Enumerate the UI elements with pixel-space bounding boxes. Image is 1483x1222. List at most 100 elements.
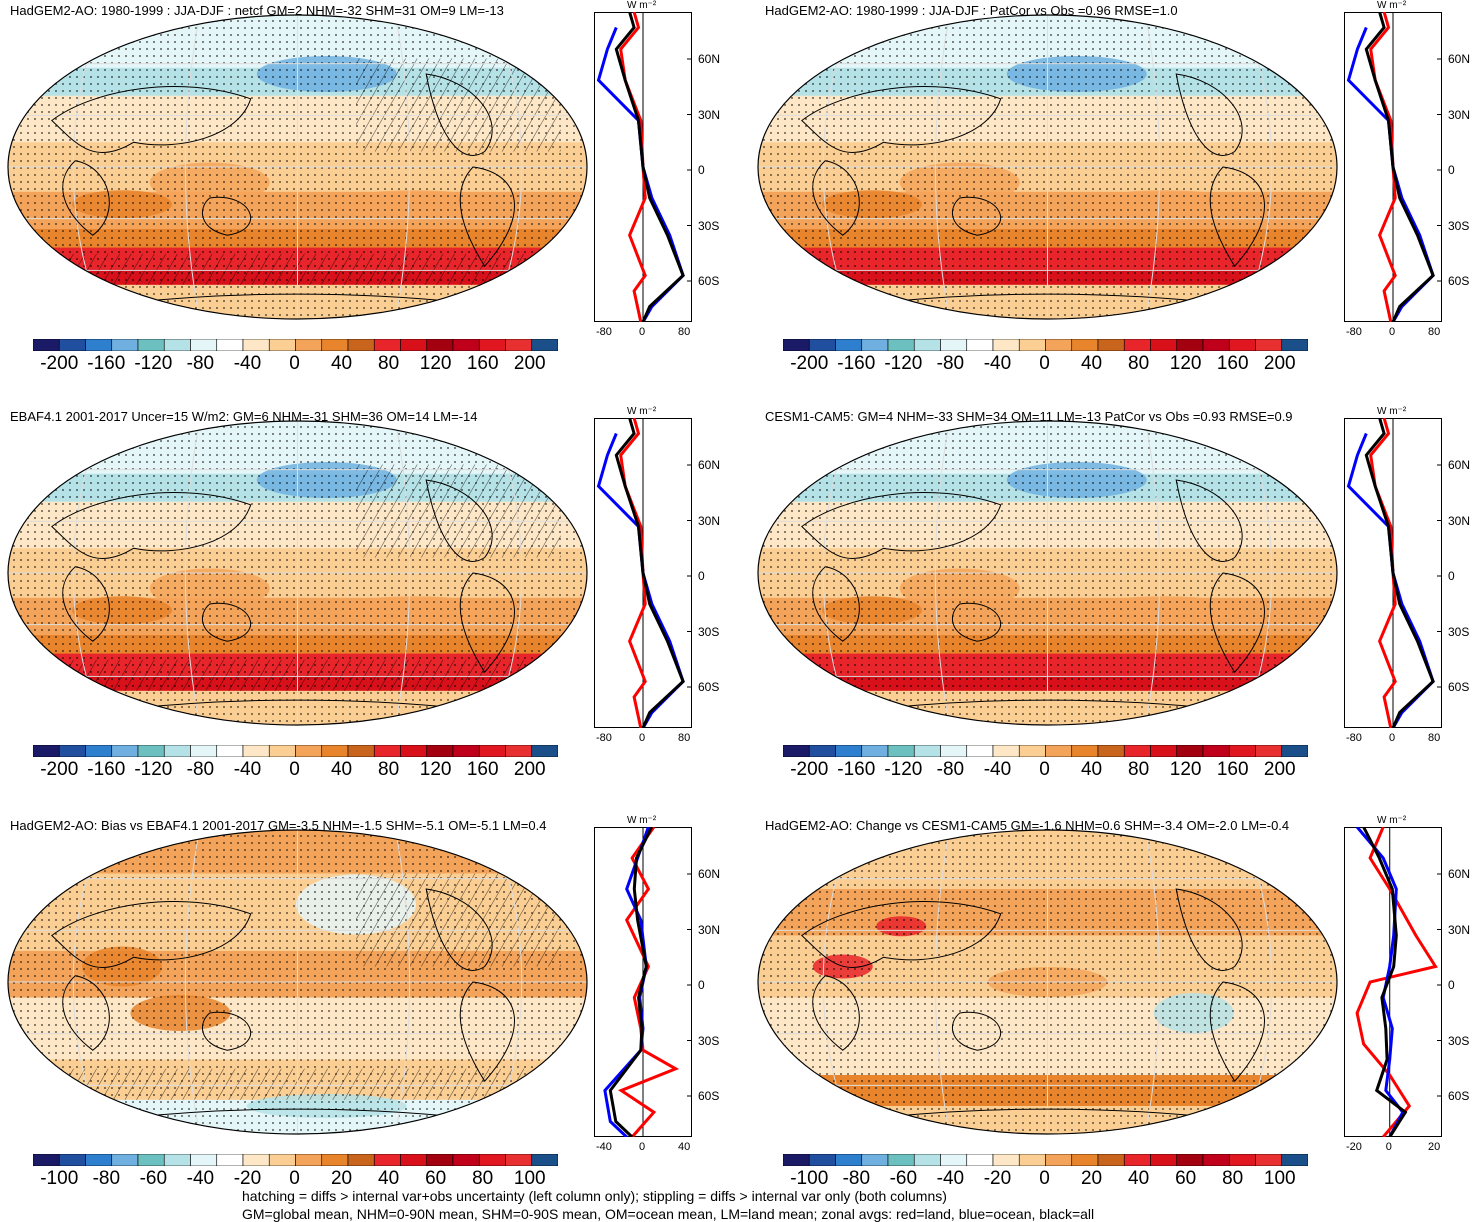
zonal-x-label: 0 [639,326,646,338]
zonal-x-label: 80 [678,732,691,744]
zonal-x-label: 0 [639,732,646,744]
colorbar [33,1154,558,1166]
unit-label: W m⁻² [627,0,657,11]
colorbar-tick-label: 20 [330,1168,353,1189]
colorbar-tick-label: 160 [1216,759,1249,780]
colorbar-tick-label: -120 [134,759,173,780]
colorbar-tick-label: -160 [837,353,876,374]
zonal-black-line [1362,827,1408,1137]
colorbar-tick-label: -40 [983,759,1012,780]
latitude-label: 60N [698,867,721,881]
latitude-label: 0 [1448,163,1455,177]
colorbar-tick-label: 0 [1039,353,1050,374]
panel-title: HadGEM2-AO: Bias vs EBAF4.1 2001-2017 GM… [10,818,547,833]
zonal-red-line [617,827,680,1137]
zonal-mean-plot [1344,12,1442,322]
colorbar-tick-label: -120 [884,759,923,780]
zonal-mean-plot [594,12,692,322]
colorbar-tick-label: 0 [1039,1168,1050,1189]
world-map [757,420,1338,726]
panel-title: HadGEM2-AO: 1980-1999 : JJA-DJF : netcf … [10,3,504,18]
colorbar-tick-label: 40 [1080,353,1103,374]
colorbar-tick-label: -80 [186,759,215,780]
colorbar-tick-label: -40 [983,353,1012,374]
colorbar-tick-label: 200 [513,759,546,780]
colorbar-tick-label: -200 [40,759,79,780]
latitude-label: 30N [1448,107,1471,122]
zonal-black-line [1364,12,1435,322]
colorbar-tick-label: -40 [186,1168,215,1189]
latitude-label: 30S [1448,1033,1470,1048]
colorbar-tick-label: 200 [1263,759,1296,780]
colorbar-tick-label: -100 [790,1168,829,1189]
colorbar [33,339,558,351]
colorbar-tick-label: 80 [472,1168,494,1189]
colorbar-tick-label: 120 [419,759,452,780]
colorbar-tick-label: 80 [1128,759,1150,780]
panel-title: HadGEM2-AO: Change vs CESM1-CAM5 GM=-1.6… [765,818,1290,833]
colorbar-tick-label: 120 [1169,353,1202,374]
colorbar-tick-label: 40 [330,759,353,780]
zonal-x-label: 0 [1385,1141,1392,1153]
colorbar-tick-label: 0 [1039,759,1050,780]
colorbar-tick-label: -160 [837,759,876,780]
latitude-label: 60N [1448,458,1471,472]
latitude-label: 30N [1448,513,1471,528]
colorbar-tick-label: -60 [889,1168,918,1189]
colorbar-tick-label: -200 [790,759,829,780]
zonal-x-label: 0 [1389,326,1396,338]
latitude-label: 60S [698,274,720,288]
colorbar-tick-label: 100 [513,1168,546,1189]
world-map [757,14,1338,320]
colorbar-tick-label: 60 [425,1168,447,1189]
colorbar-tick-label: -120 [884,353,923,374]
latitude-label: 0 [698,978,705,992]
zonal-mean-plot [594,418,692,728]
zonal-x-label: 80 [678,326,691,338]
colorbar-tick-label: -60 [139,1168,168,1189]
colorbar-tick-label: -160 [87,353,126,374]
world-map [7,14,588,320]
world-map [757,829,1338,1135]
zonal-x-label: 0 [639,1141,646,1153]
latitude-label: 60S [698,680,720,694]
colorbar-tick-label: 200 [1263,353,1296,374]
latitude-label: 30S [1448,218,1470,233]
world-map [7,420,588,726]
colorbar-tick-label: 100 [1263,1168,1296,1189]
unit-label: W m⁻² [627,406,657,417]
latitude-label: 30N [1448,922,1471,937]
colorbar-tick-label: -120 [134,353,173,374]
colorbar [783,745,1308,757]
zonal-red-line [1355,827,1438,1137]
colorbar-tick-label: -80 [936,353,965,374]
latitude-label: 0 [698,163,705,177]
latitude-label: 30S [698,1033,720,1048]
zonal-mean-plot [1344,418,1442,728]
colorbar-tick-label: 160 [1216,353,1249,374]
colorbar-tick-label: -100 [40,1168,79,1189]
unit-label: W m⁻² [1377,406,1407,417]
panel-2: HadGEM2-AO: 1980-1999 : JJA-DJF : PatCor… [750,0,1483,400]
zonal-x-label: 0 [1389,732,1396,744]
zonal-x-label: 40 [678,1141,691,1153]
panel-4: CESM1-CAM5: GM=4 NHM=-33 SHM=34 OM=11 LM… [750,406,1483,806]
latitude-label: 60N [1448,52,1471,66]
colorbar-tick-label: 40 [1080,759,1103,780]
latitude-label: 60N [1448,867,1471,881]
zonal-black-line [614,418,685,728]
latitude-label: 30S [1448,624,1470,639]
colorbar-tick-label: -200 [790,353,829,374]
zonal-mean-plot [594,827,692,1137]
zonal-black-line [614,12,685,322]
colorbar-tick-label: 40 [330,353,353,374]
latitude-label: 60S [1448,1089,1470,1103]
colorbar-tick-label: 120 [1169,759,1202,780]
zonal-x-label: -40 [596,1141,612,1153]
latitude-label: 60N [698,52,721,66]
colorbar-tick-label: 200 [513,353,546,374]
latitude-label: 0 [1448,978,1455,992]
colorbar-tick-label: -20 [233,1168,262,1189]
zonal-x-label: 80 [1428,326,1441,338]
colorbar-tick-label: 0 [289,353,300,374]
